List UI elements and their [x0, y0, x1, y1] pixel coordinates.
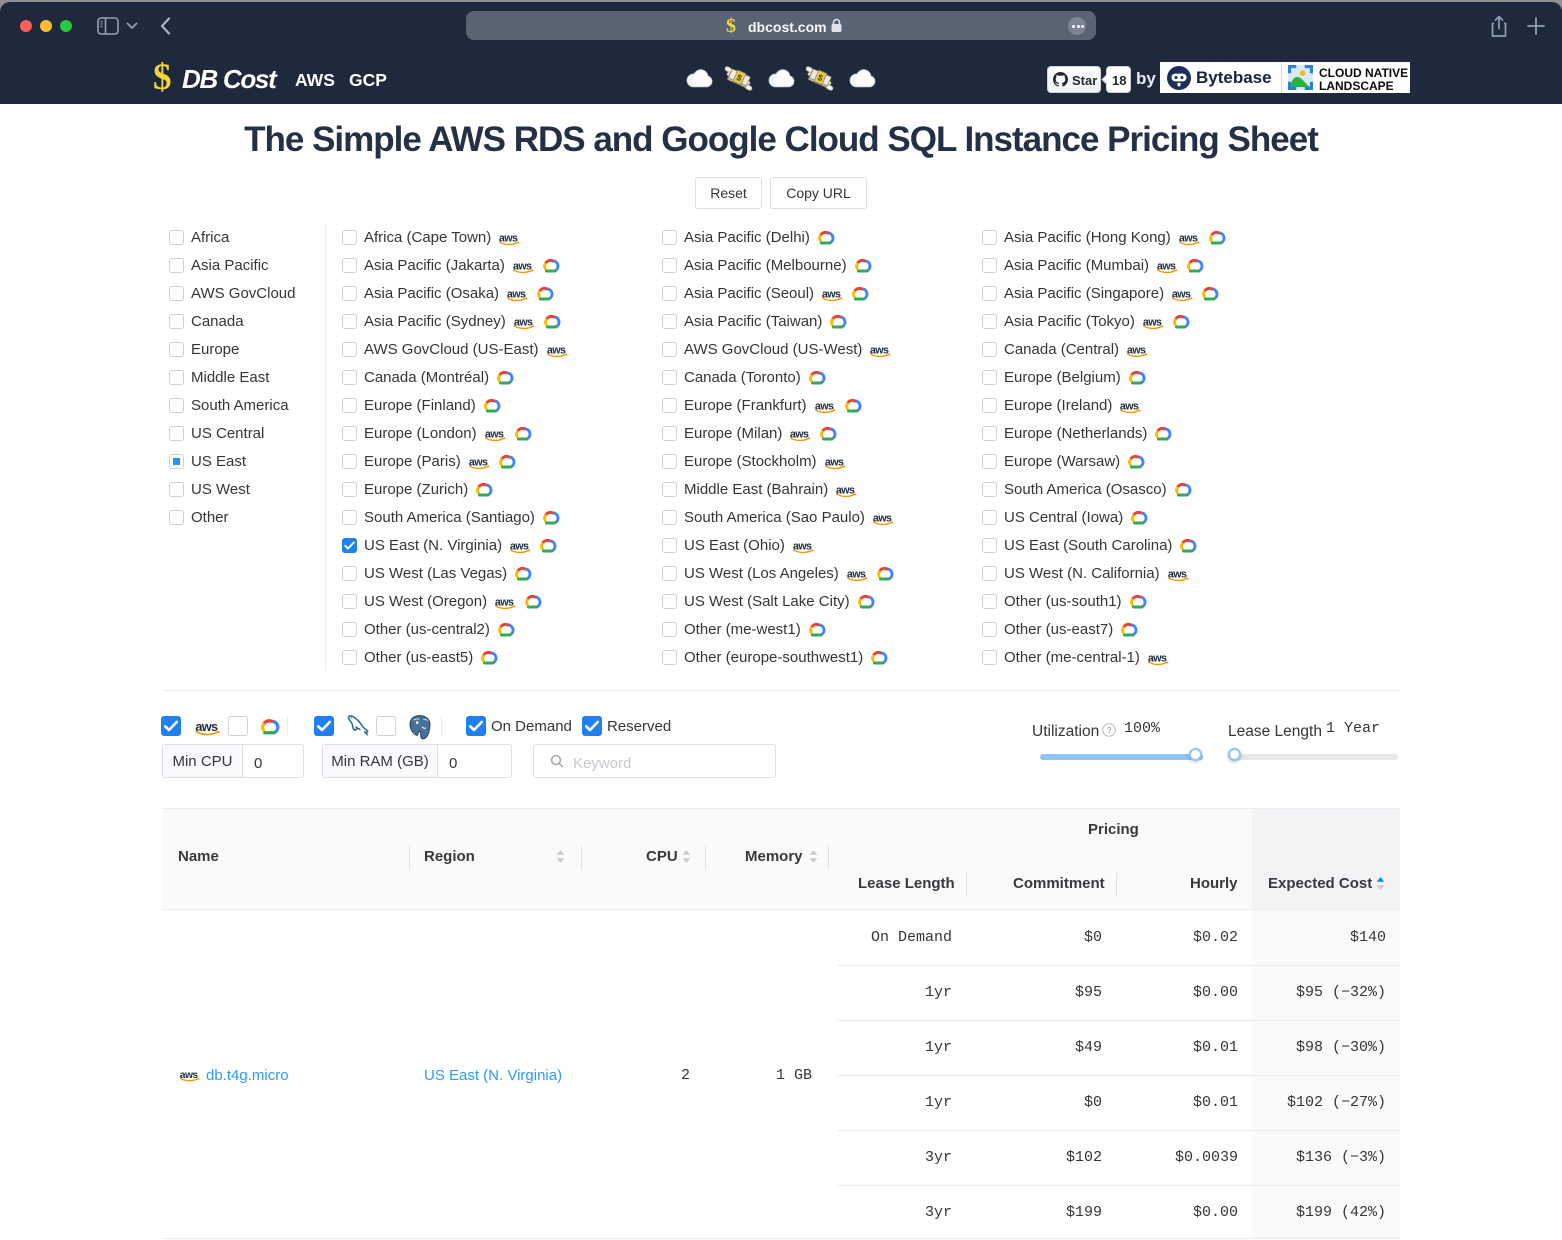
svg-text:?: ? — [1107, 726, 1112, 735]
